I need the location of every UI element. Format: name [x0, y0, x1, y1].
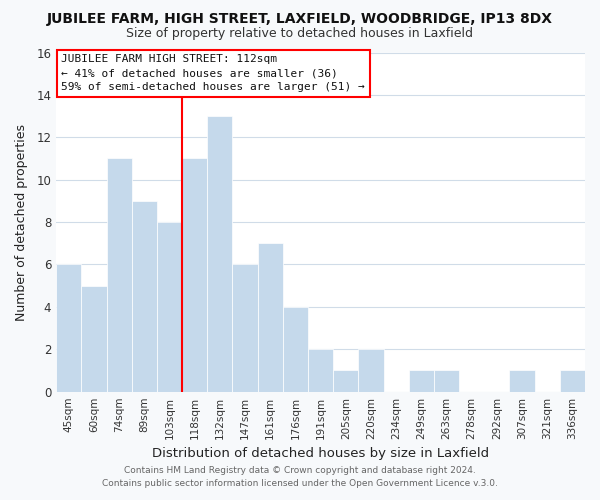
Bar [107, 158, 132, 392]
Text: JUBILEE FARM HIGH STREET: 112sqm
← 41% of detached houses are smaller (36)
59% o: JUBILEE FARM HIGH STREET: 112sqm ← 41% o… [61, 54, 365, 92]
Bar [434, 370, 459, 392]
Bar [283, 307, 308, 392]
Bar [132, 201, 157, 392]
Text: Size of property relative to detached houses in Laxfield: Size of property relative to detached ho… [127, 28, 473, 40]
Bar [257, 244, 283, 392]
Bar [358, 350, 383, 392]
Bar [308, 350, 333, 392]
Bar [182, 158, 207, 392]
Bar [232, 264, 257, 392]
Bar [157, 222, 182, 392]
Bar [560, 370, 585, 392]
Bar [509, 370, 535, 392]
X-axis label: Distribution of detached houses by size in Laxfield: Distribution of detached houses by size … [152, 447, 489, 460]
Bar [409, 370, 434, 392]
Y-axis label: Number of detached properties: Number of detached properties [15, 124, 28, 320]
Bar [82, 286, 107, 392]
Bar [207, 116, 232, 392]
Text: Contains HM Land Registry data © Crown copyright and database right 2024.
Contai: Contains HM Land Registry data © Crown c… [102, 466, 498, 487]
Bar [56, 264, 82, 392]
Bar [333, 370, 358, 392]
Text: JUBILEE FARM, HIGH STREET, LAXFIELD, WOODBRIDGE, IP13 8DX: JUBILEE FARM, HIGH STREET, LAXFIELD, WOO… [47, 12, 553, 26]
